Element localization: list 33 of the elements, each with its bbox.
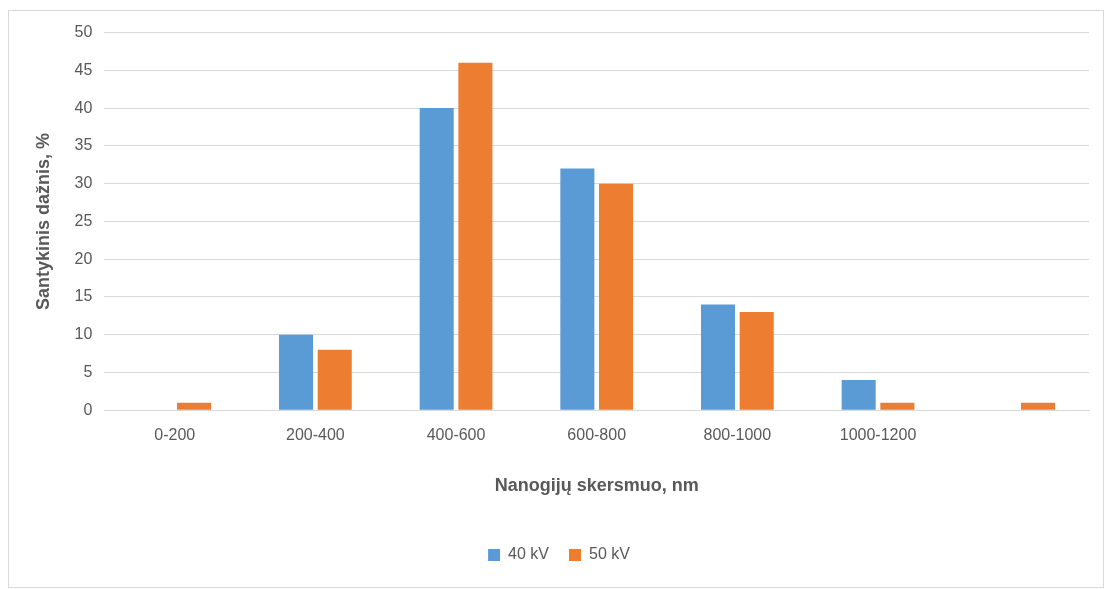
x-tick-label: 1000-1200 (839, 426, 917, 444)
bar (1020, 402, 1056, 410)
legend-label: 50 kV (589, 545, 631, 563)
x-tick-label: 600-800 (567, 426, 627, 444)
bar (317, 349, 352, 410)
y-axis-title: Santykinis dažnis, % (32, 132, 53, 310)
y-tick-label: 45 (74, 60, 93, 78)
y-tick-label: 0 (83, 400, 93, 418)
x-tick-label: 0-200 (154, 426, 196, 444)
bar (701, 304, 736, 410)
y-tick-label: 10 (74, 325, 93, 343)
x-tick-label: 400-600 (426, 426, 486, 444)
bar (419, 108, 454, 410)
bar (739, 312, 774, 410)
bar (841, 379, 876, 410)
bar (880, 402, 915, 410)
bar (599, 183, 634, 410)
y-tick-label: 20 (74, 249, 93, 267)
bar (279, 334, 314, 410)
y-tick-label: 35 (74, 136, 93, 154)
y-tick-label: 50 (74, 23, 93, 41)
y-tick-label: 40 (74, 98, 93, 116)
x-tick-label: 200-400 (286, 426, 345, 444)
x-tick-label: 800-1000 (703, 426, 772, 444)
x-axis-title: Nanogijų skersmuo, nm (494, 475, 699, 496)
y-tick-label: 25 (74, 211, 93, 229)
y-tick-label: 30 (74, 174, 93, 192)
legend-label: 40 kV (508, 545, 550, 563)
bar (177, 402, 212, 410)
bar (560, 168, 595, 410)
y-tick-label: 5 (83, 362, 93, 380)
y-tick-label: 15 (74, 287, 93, 305)
bar (458, 62, 493, 410)
